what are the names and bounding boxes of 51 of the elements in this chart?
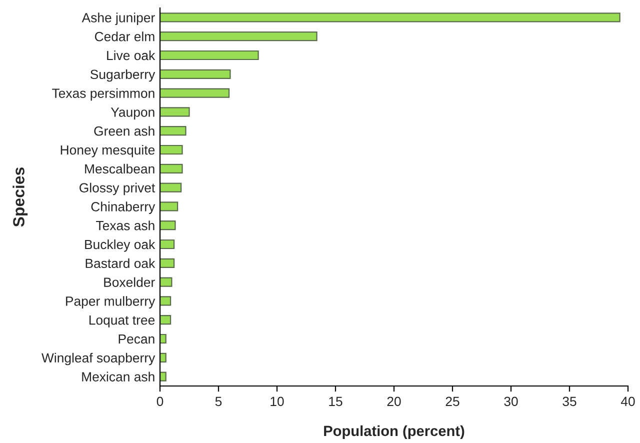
y-tick-label: Loquat tree (89, 316, 155, 328)
y-tick-label: Cedar elm (94, 32, 154, 42)
y-tick-label: Sugarberry (90, 69, 156, 82)
bar (160, 239, 175, 250)
y-tick-label: Pecan (118, 334, 154, 344)
y-tick-label: Wingleaf soapberry (42, 352, 156, 366)
bar (160, 12, 620, 22)
bar (160, 334, 166, 344)
bar (160, 352, 166, 362)
bar (160, 69, 231, 79)
x-axis-title: Population (percent) (324, 425, 464, 439)
y-tick-label: Texas persimmon (52, 88, 154, 101)
bar (160, 277, 172, 287)
x-tick-label: 30 (504, 396, 518, 406)
x-tick-label: 20 (387, 396, 401, 406)
y-tick-label: Buckley oak (85, 239, 156, 252)
y-tick-label: Glossy privet (80, 182, 156, 196)
y-tick-label: Yaupon (110, 108, 154, 120)
bar (160, 182, 182, 192)
y-tick-label: Paper mulberry (66, 296, 156, 308)
y-tick-label: Ashe juniper (82, 12, 155, 25)
y-axis-title: Species (12, 167, 28, 227)
y-tick-label: Mexican ash (82, 372, 154, 382)
x-tick-label: 5 (215, 396, 222, 406)
x-tick-label: 35 (562, 396, 576, 406)
y-tick-label: Live oak (107, 50, 156, 60)
x-tick-label: 40 (620, 396, 635, 406)
bar (160, 88, 230, 98)
bar (160, 126, 186, 136)
x-tick-label: 10 (270, 396, 284, 406)
bar (160, 144, 183, 155)
bar (160, 50, 259, 60)
y-tick-label: Texas ash (96, 220, 154, 230)
bar (160, 258, 175, 268)
bar (160, 296, 172, 306)
y-tick-label: Honey mesquite (60, 144, 155, 158)
bar (160, 202, 178, 212)
x-tick-label: 25 (446, 396, 460, 406)
x-tick-label: 15 (329, 396, 342, 406)
bar (160, 164, 183, 174)
bar (160, 315, 172, 325)
y-tick-label: Mescalbean (85, 164, 154, 174)
y-tick-label: Chinaberry (91, 202, 156, 214)
y-tick-label: Boxelder (104, 277, 155, 287)
bar (160, 372, 166, 382)
x-tick-label: 0 (156, 396, 164, 406)
y-tick-label: Bastard oak (86, 258, 156, 268)
bar (160, 32, 318, 42)
y-tick-label: Green ash (94, 126, 154, 136)
bar (160, 107, 190, 117)
bar (160, 220, 176, 230)
